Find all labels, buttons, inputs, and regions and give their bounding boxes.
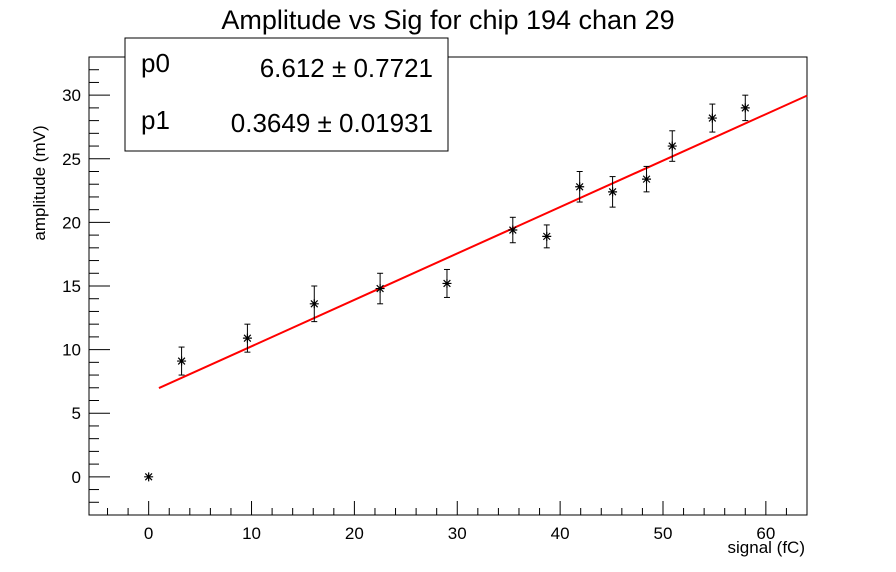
star-marker	[375, 284, 385, 294]
stats-box-frame	[124, 37, 449, 152]
data-point	[144, 472, 154, 482]
data-point	[575, 171, 585, 203]
chart-title: Amplitude vs Sig for chip 194 chan 29	[221, 5, 674, 35]
star-marker	[144, 472, 154, 482]
y-tick-label: 25	[62, 150, 81, 169]
x-tick-label: 20	[345, 524, 364, 543]
x-tick-label: 30	[448, 524, 467, 543]
data-point	[442, 268, 452, 298]
x-axis: 0 10 20 30 40 50 60	[107, 501, 808, 543]
stat-p0-name: p0	[141, 48, 170, 78]
y-tick-label: 15	[62, 277, 81, 296]
stat-p0-value: 6.612 ± 0.7721	[260, 53, 433, 83]
data-point	[608, 176, 618, 208]
star-marker	[442, 278, 452, 288]
fit-layer	[158, 94, 808, 389]
stat-p1-name: p1	[141, 105, 170, 135]
star-marker	[707, 113, 717, 123]
data-point	[375, 272, 385, 305]
star-marker	[242, 333, 252, 343]
star-marker	[508, 225, 518, 235]
data-point	[642, 165, 652, 193]
data-point	[508, 216, 518, 244]
y-tick-label: 10	[62, 341, 81, 360]
star-marker	[642, 174, 652, 184]
stats-box: p0 6.612 ± 0.7721 p1 0.3649 ± 0.01931	[124, 37, 449, 152]
y-axis: 0 5 10 15 20 25 30	[62, 56, 110, 516]
data-points	[144, 94, 750, 482]
star-marker	[309, 299, 319, 309]
fit-line	[158, 94, 808, 389]
x-tick-label: 0	[144, 524, 153, 543]
x-tick-label: 10	[242, 524, 261, 543]
data-point	[542, 224, 552, 249]
y-tick-label: 0	[72, 468, 81, 487]
y-axis-label: amplitude (mV)	[30, 125, 49, 240]
star-marker	[542, 231, 552, 241]
x-tick-label: 40	[551, 524, 570, 543]
x-tick-label: 50	[654, 524, 673, 543]
y-tick-label: 30	[62, 86, 81, 105]
star-marker	[177, 356, 187, 366]
star-marker	[608, 187, 618, 197]
x-axis-label: signal (fC)	[728, 538, 805, 557]
data-point	[740, 94, 750, 122]
y-tick-label: 5	[72, 404, 81, 423]
y-tick-label: 20	[62, 213, 81, 232]
x-tick-label: 60	[756, 524, 775, 543]
data-point	[667, 130, 677, 162]
data-point	[242, 323, 252, 353]
star-marker	[740, 103, 750, 113]
data-point	[707, 103, 717, 133]
data-point	[177, 346, 187, 376]
stat-p1-value: 0.3649 ± 0.01931	[231, 108, 433, 138]
data-point	[309, 285, 319, 323]
star-marker	[575, 182, 585, 192]
star-marker	[667, 141, 677, 151]
